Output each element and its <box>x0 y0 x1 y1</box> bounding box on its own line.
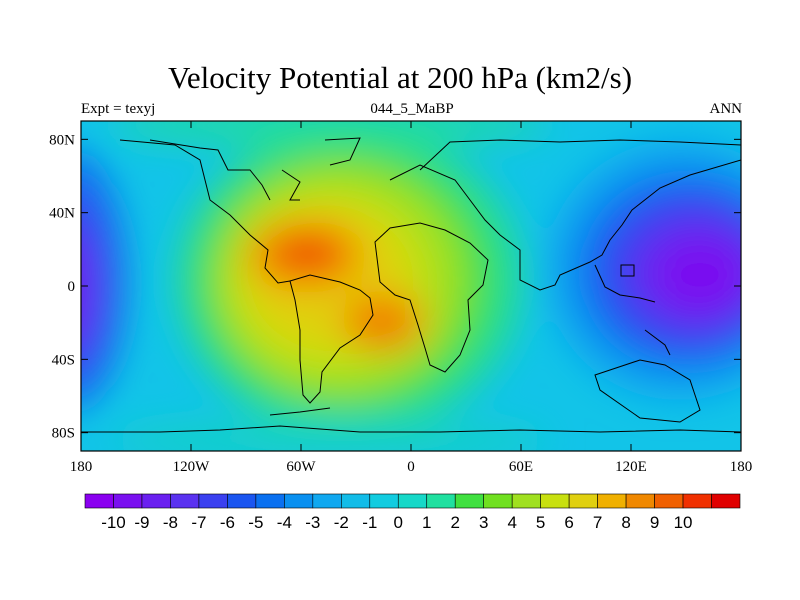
season-label: ANN <box>709 101 743 117</box>
x-tick-label: 120W <box>173 459 211 475</box>
colorbar-swatch <box>369 493 399 509</box>
colorbar-label: 10 <box>674 513 693 532</box>
y-tick-label: 40N <box>49 206 75 222</box>
colorbar-label: 9 <box>650 513 659 532</box>
colorbar-swatch <box>454 493 484 509</box>
colorbar-swatch <box>625 493 655 509</box>
contour-field <box>81 121 741 451</box>
colorbar-label: 4 <box>507 513 516 532</box>
case-label: 044_5_MaBP <box>370 101 454 117</box>
colorbar-swatch <box>312 493 342 509</box>
x-tick-label: 120E <box>615 459 647 475</box>
colorbar-swatch <box>341 493 371 509</box>
y-tick-label: 80S <box>52 426 75 442</box>
colorbar-label: 3 <box>479 513 488 532</box>
y-tick-label: 0 <box>68 279 76 295</box>
colorbar-swatch <box>113 493 143 509</box>
x-tick-label: 0 <box>407 459 415 475</box>
colorbar-swatch <box>568 493 598 509</box>
x-tick-label: 180 <box>70 459 93 475</box>
colorbar-label: -2 <box>334 513 349 532</box>
colorbar-swatch <box>284 493 314 509</box>
colorbar-swatch <box>426 493 456 509</box>
colorbar-swatch <box>141 493 171 509</box>
colorbar-label: -4 <box>277 513 292 532</box>
colorbar: -10 -9 -8 -7 -6 -5 -4 -3 -2 -1 0 1 2 3 4 5 6 7 8 9 10 <box>84 493 741 532</box>
colorbar-label: -7 <box>191 513 206 532</box>
colorbar-swatch <box>711 493 741 509</box>
y-tick-label: 40S <box>52 352 75 368</box>
colorbar-swatch <box>654 493 684 509</box>
colorbar-label: 7 <box>593 513 602 532</box>
x-tick-label: 60E <box>509 459 533 475</box>
colorbar-label: 8 <box>621 513 630 532</box>
colorbar-label: 0 <box>394 513 403 532</box>
colorbar-swatch <box>597 493 627 509</box>
colorbar-swatch <box>511 493 541 509</box>
colorbar-swatch <box>397 493 428 509</box>
colorbar-swatch <box>198 493 228 509</box>
colorbar-label: 2 <box>450 513 459 532</box>
colorbar-swatch <box>483 493 513 509</box>
colorbar-label: 5 <box>536 513 545 532</box>
colorbar-swatch <box>170 493 200 509</box>
colorbar-swatch <box>682 493 712 509</box>
colorbar-label: -10 <box>101 513 126 532</box>
x-axis: 180 120W 60W 0 60E 120E 180 <box>70 121 753 475</box>
colorbar-swatch <box>540 493 570 509</box>
colorbar-label: -3 <box>305 513 320 532</box>
colorbar-label: -6 <box>220 513 235 532</box>
colorbar-label: -1 <box>362 513 377 532</box>
colorbar-swatch <box>84 493 114 509</box>
x-tick-label: 180 <box>730 459 753 475</box>
colorbar-swatch <box>255 493 285 509</box>
plot-title: Velocity Potential at 200 hPa (km2/s) <box>167 60 633 95</box>
colorbar-swatch <box>227 493 257 509</box>
y-tick-label: 80N <box>49 132 75 148</box>
x-tick-label: 60W <box>286 459 316 475</box>
colorbar-label: 6 <box>564 513 573 532</box>
y-axis: 80N 40N 0 40S 80S <box>49 132 741 442</box>
colorbar-label: -9 <box>134 513 149 532</box>
colorbar-label: -8 <box>163 513 178 532</box>
coastlines <box>81 137 741 433</box>
experiment-label: Expt = texyj <box>81 101 156 117</box>
colorbar-label: -5 <box>248 513 263 532</box>
colorbar-label: 1 <box>422 513 431 532</box>
